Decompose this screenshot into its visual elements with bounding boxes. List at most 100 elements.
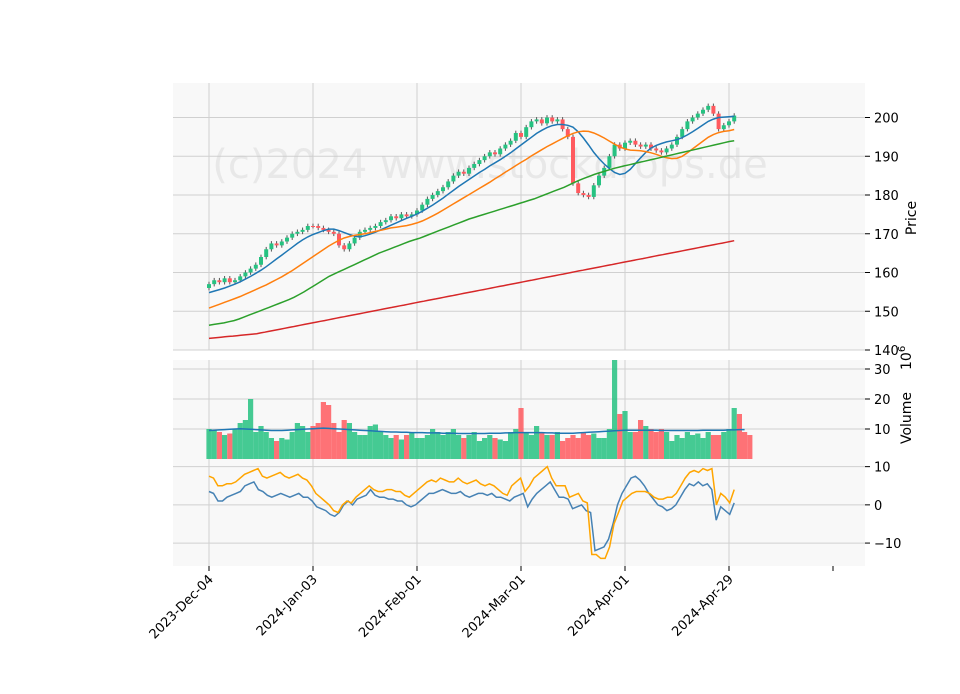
candle-body	[493, 152, 497, 155]
volume-bar	[518, 408, 524, 459]
volume-unit-base: 10	[899, 352, 915, 370]
volume-bar	[565, 438, 571, 459]
candle-body	[555, 119, 560, 122]
candle-body	[461, 171, 466, 174]
volume-bar	[492, 438, 498, 459]
candle-body	[467, 167, 471, 174]
candle-body	[331, 231, 336, 234]
candle-body	[581, 193, 586, 195]
volume-bar	[534, 426, 540, 459]
candle-body	[363, 229, 367, 232]
volume-bar	[357, 435, 363, 459]
volume-bar	[300, 426, 306, 459]
candle-body	[513, 133, 518, 141]
candle-body	[477, 160, 482, 164]
price-tick-label: 160	[874, 267, 899, 282]
volume-bar	[638, 420, 644, 459]
candle-body	[680, 129, 685, 137]
candle-body	[295, 231, 300, 234]
oscillator-tick-label: 0	[874, 499, 882, 514]
candle-body	[482, 156, 487, 161]
candle-body	[243, 272, 248, 277]
oscillator-tick-label: −10	[874, 537, 901, 552]
volume-bar	[372, 424, 378, 459]
volume-bar	[435, 432, 441, 459]
price-tick-label: 180	[874, 189, 899, 204]
volume-bar	[596, 438, 602, 459]
candle-body	[305, 226, 310, 230]
volume-bar	[586, 435, 592, 459]
volume-bar	[705, 432, 711, 459]
volume-bar	[508, 432, 514, 459]
candle-body	[503, 144, 508, 149]
x-tick-label: 2024-Feb-01	[356, 572, 425, 641]
volume-bar	[211, 430, 217, 459]
volume-unit-exponent: 6	[897, 346, 908, 352]
volume-bar	[393, 435, 399, 459]
candle-body	[264, 249, 269, 257]
volume-bar	[482, 438, 488, 459]
price-panel	[173, 83, 865, 350]
price-tick-label: 190	[874, 150, 899, 165]
candle-body	[456, 171, 461, 176]
candle-body	[290, 233, 295, 238]
volume-bar	[430, 429, 436, 459]
candle-body	[539, 119, 544, 124]
candle-body	[576, 183, 581, 194]
volume-bar	[747, 435, 753, 459]
volume-bar	[679, 438, 685, 459]
x-tick-label: 2024-Mar-01	[460, 572, 529, 641]
candle-body	[695, 113, 700, 118]
volume-bar	[279, 438, 285, 459]
volume-bar	[690, 435, 696, 459]
volume-bar	[378, 432, 384, 459]
candle-body	[212, 280, 217, 285]
x-tick-label: 2024-Apr-01	[565, 572, 632, 639]
x-tick-label: 2024-Apr-29	[669, 572, 736, 639]
candle-body	[529, 121, 534, 128]
oscillator-line-osc_a	[208, 475, 735, 552]
candle-body	[659, 150, 664, 153]
candle-body	[409, 214, 414, 217]
volume-bar	[528, 435, 534, 459]
candle-body	[269, 243, 274, 250]
volume-bar	[242, 420, 248, 459]
candle-body	[550, 117, 555, 122]
volume-bar	[258, 426, 264, 459]
volume-bar	[544, 435, 550, 459]
volume-bar	[331, 423, 337, 459]
candle-body	[565, 129, 570, 137]
volume-bar	[669, 441, 675, 459]
volume-bar	[346, 423, 352, 459]
volume-bar	[539, 432, 545, 459]
candle-body	[519, 133, 523, 137]
candle-body	[534, 119, 539, 122]
candle-body	[690, 117, 695, 122]
volume-bar	[684, 432, 690, 459]
volume-bar	[388, 438, 394, 459]
candle-body	[222, 278, 227, 283]
price-tick-label: 170	[874, 228, 899, 243]
volume-bar	[700, 438, 706, 459]
candle-body	[612, 144, 617, 157]
volume-bar	[560, 441, 566, 459]
candle-body	[347, 243, 352, 250]
candle-body	[441, 187, 445, 192]
oscillator-tick-label: 10	[874, 461, 891, 476]
price-series	[207, 103, 737, 340]
volume-bar	[284, 439, 290, 459]
candle-body	[591, 185, 596, 197]
volume-bar	[305, 432, 311, 459]
candle-body	[664, 148, 669, 153]
volume-bar	[736, 414, 742, 459]
volume-bar	[274, 441, 280, 459]
candle-body	[633, 140, 638, 145]
candle-body	[389, 216, 393, 221]
volume-bar	[617, 414, 623, 459]
oscillator-panel	[173, 459, 865, 566]
volume-bar	[367, 426, 373, 459]
volume-bar	[383, 435, 389, 459]
volume-axis-title: Volume	[899, 392, 915, 444]
volume-bar	[664, 432, 670, 459]
